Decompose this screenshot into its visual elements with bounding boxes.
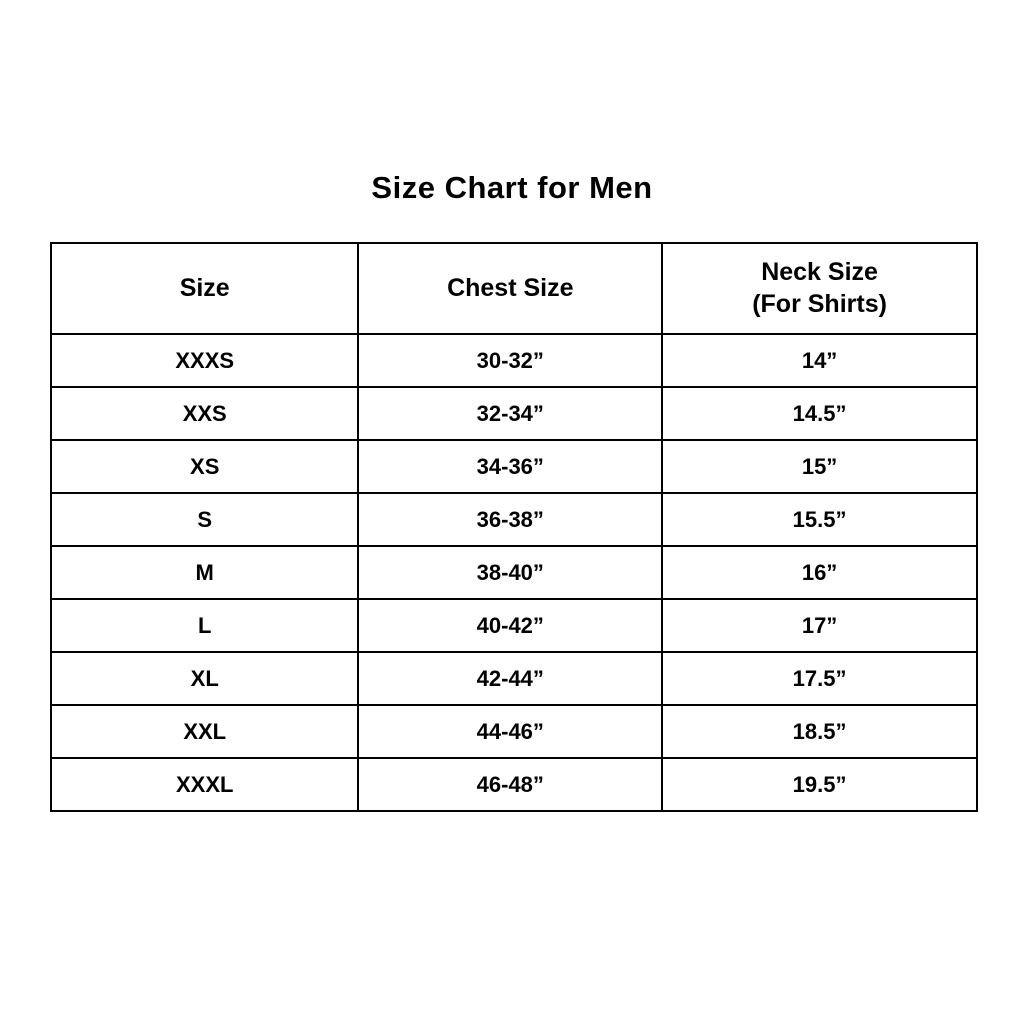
cell-neck: 14” — [661, 333, 978, 388]
cell-size: L — [49, 598, 360, 653]
cell-chest: 30-32” — [357, 333, 664, 388]
table-row: S 36-38” 15.5” — [49, 492, 978, 547]
header-label: Size — [179, 273, 230, 302]
cell-size: XS — [49, 439, 360, 494]
cell-neck: 17.5” — [661, 651, 978, 706]
cell-size: S — [49, 492, 360, 547]
header-row: Size Chest Size Neck Size (For Shirts) — [49, 242, 978, 335]
table-row: XXXL 46-48” 19.5” — [49, 757, 978, 812]
cell-chest: 36-38” — [357, 492, 664, 547]
cell-chest: 46-48” — [357, 757, 664, 812]
table-row: XXL 44-46” 18.5” — [49, 704, 978, 759]
cell-chest: 32-34” — [357, 386, 664, 441]
table-row: XXS 32-34” 14.5” — [49, 386, 978, 441]
table-row: XXXS 30-32” 14” — [49, 333, 978, 388]
cell-size: XXS — [49, 386, 360, 441]
cell-neck: 17” — [661, 598, 978, 653]
header-sublabel: (For Shirts) — [752, 289, 887, 318]
cell-neck: 14.5” — [661, 386, 978, 441]
cell-chest: 42-44” — [357, 651, 664, 706]
table-header: Size Chest Size Neck Size (For Shirts) — [49, 242, 978, 335]
cell-neck: 19.5” — [661, 757, 978, 812]
header-cell-neck: Neck Size (For Shirts) — [661, 242, 978, 335]
cell-neck: 15.5” — [661, 492, 978, 547]
cell-size: XXXS — [49, 333, 360, 388]
cell-chest: 34-36” — [357, 439, 664, 494]
cell-chest: 38-40” — [357, 545, 664, 600]
cell-size: M — [49, 545, 360, 600]
table-row: L 40-42” 17” — [49, 598, 978, 653]
cell-neck: 15” — [661, 439, 978, 494]
size-table-body: XXXS 30-32” 14” XXS 32-34” 14.5” XS 34-36” 15” S 3… — [49, 333, 978, 812]
cell-size: XXL — [49, 704, 360, 759]
cell-chest: 40-42” — [357, 598, 664, 653]
table-row: XL 42-44” 17.5” — [49, 651, 978, 706]
cell-size: XXXL — [49, 757, 360, 812]
cell-neck: 16” — [661, 545, 978, 600]
size-chart-table: Size Chest Size Neck Size (For Shirts) X… — [49, 242, 978, 812]
cell-size: XL — [49, 651, 360, 706]
header-label: Neck Size — [761, 258, 878, 287]
table-row: M 38-40” 16” — [49, 545, 978, 600]
table-row: XS 34-36” 15” — [49, 439, 978, 494]
cell-chest: 44-46” — [357, 704, 664, 759]
header-label: Chest Size — [447, 273, 574, 302]
cell-neck: 18.5” — [661, 704, 978, 759]
page-title: Size Chart for Men — [371, 170, 653, 205]
header-cell-size: Size — [49, 242, 360, 335]
header-cell-chest: Chest Size — [357, 242, 664, 335]
